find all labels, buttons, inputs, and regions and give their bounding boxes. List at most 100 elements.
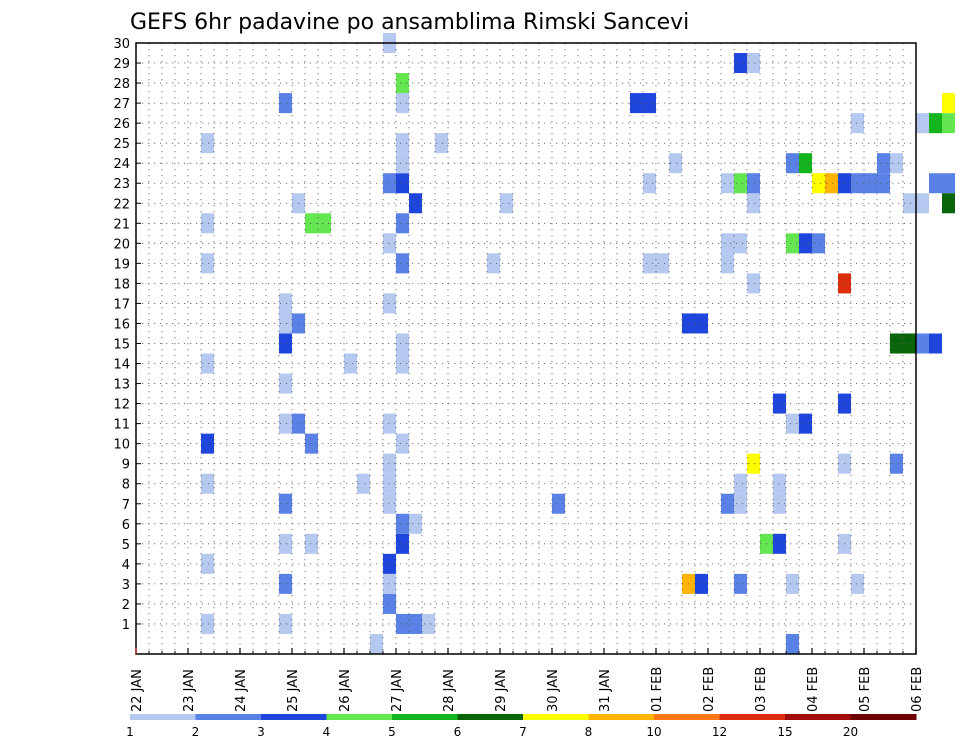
heatmap-cell-91 (786, 573, 799, 594)
heatmap-cell-5 (201, 253, 214, 274)
heatmap-cell-21 (305, 533, 318, 554)
colorbar-swatch (457, 714, 524, 720)
x-tick-label: 27 JAN (390, 669, 405, 712)
heatmap-cell-95 (799, 413, 812, 434)
heatmap-cell-98 (812, 233, 825, 254)
y-tick-label: 16 (113, 317, 130, 332)
heatmap-cell-116 (903, 193, 916, 214)
y-axis: 1234567891011121314151617181920212223242… (113, 37, 141, 633)
heatmap-cell-60 (630, 93, 643, 114)
heatmap-cell-96 (799, 233, 812, 254)
colorbar-swatch (392, 714, 458, 720)
heatmap-cell-84 (747, 53, 760, 74)
colorbar-swatch (523, 714, 589, 720)
heatmap-cell-48 (396, 153, 409, 174)
x-tick-label: 30 JAN (546, 669, 561, 712)
heatmap-cell-109 (864, 173, 877, 194)
y-tick-label: 17 (113, 297, 130, 312)
y-tick-label: 18 (113, 277, 130, 292)
heatmap-cell-45 (396, 253, 409, 274)
heatmap-cell-125 (942, 193, 955, 214)
heatmap-cell-49 (396, 133, 409, 154)
heatmap-cell-52 (409, 613, 422, 634)
heatmap-cell-126 (942, 93, 955, 114)
grid-lines (136, 42, 916, 654)
x-tick-label: 29 JAN (494, 669, 509, 712)
heatmap-cell-0 (201, 613, 214, 634)
y-tick-label: 22 (113, 197, 130, 212)
y-tick-label: 6 (122, 518, 130, 533)
colorbar: 1 2 3 4 5 6 7 8 10 12 15 20 (126, 714, 917, 739)
heatmap-cell-58 (500, 193, 513, 214)
heatmap-cell-16 (279, 293, 292, 314)
heatmap-cell-94 (786, 153, 799, 174)
colorbar-swatch (785, 714, 851, 720)
heatmap-cell-3 (201, 433, 214, 454)
colorbar-swatch (850, 714, 917, 720)
heatmap-cell-100 (825, 173, 838, 194)
heatmap-cell-99 (812, 173, 825, 194)
x-tick-label: 01 FEB (650, 667, 665, 712)
x-tick-label: 22 JAN (130, 669, 145, 712)
y-tick-label: 28 (113, 77, 130, 92)
y-tick-label: 26 (113, 117, 130, 132)
colorbar-label: 15 (777, 725, 792, 739)
heatmap-cell-8 (279, 613, 292, 634)
heatmap-cell-123 (942, 173, 955, 194)
heatmap-cell-30 (383, 553, 396, 574)
heatmap-cell-75 (734, 493, 747, 514)
y-tick-label: 8 (122, 478, 130, 493)
colorbar-swatch (195, 714, 262, 720)
colorbar-label: 6 (454, 725, 462, 739)
heatmap-cell-39 (396, 613, 409, 634)
y-tick-label: 1 (122, 618, 130, 633)
y-tick-label: 12 (113, 398, 130, 413)
heatmap-cell-15 (279, 313, 292, 334)
heatmap-cell-43 (396, 353, 409, 374)
heatmap-cell-86 (773, 533, 786, 554)
heatmap-cell-73 (721, 173, 734, 194)
heatmap-cell-121 (929, 173, 942, 194)
heatmap-cell-72 (721, 233, 734, 254)
y-tick-label: 19 (113, 257, 130, 272)
x-tick-label: 05 FEB (858, 667, 873, 712)
y-tick-label: 24 (113, 157, 130, 172)
heatmap-cell-4 (201, 353, 214, 374)
heatmap-cell-50 (396, 93, 409, 114)
heatmap-cell-25 (344, 353, 357, 374)
heatmap-cell-115 (903, 333, 916, 354)
colorbar-label: 10 (646, 725, 661, 739)
heatmap-cell-36 (383, 233, 396, 254)
heatmap-cell-87 (773, 393, 786, 414)
heatmap-cell-110 (877, 173, 890, 194)
heatmap-cell-124 (942, 113, 955, 134)
heatmap-cell-47 (396, 173, 409, 194)
heatmap-cell-46 (396, 213, 409, 234)
heatmap-cell-63 (643, 173, 656, 194)
x-tick-label: 04 FEB (806, 667, 821, 712)
colorbar-swatch (261, 714, 327, 720)
x-tick-label: 02 FEB (702, 667, 717, 712)
y-tick-label: 20 (113, 237, 130, 252)
y-tick-label: 23 (113, 177, 130, 192)
heatmap-cell-61 (643, 93, 656, 114)
y-tick-label: 15 (113, 337, 130, 352)
y-tick-label: 25 (113, 137, 130, 152)
heatmap-cell-41 (396, 513, 409, 534)
heatmap-cell-2 (201, 473, 214, 494)
heatmap-cell-27 (370, 633, 383, 654)
x-axis: 22 JAN 23 JAN 24 JAN 25 JAN 26 JAN 27 JAN 28 J… (130, 648, 925, 712)
colorbar-label: 12 (712, 725, 727, 739)
heatmap-cell-82 (747, 193, 760, 214)
heatmap-cell-64 (656, 253, 669, 274)
x-tick-label: 24 JAN (234, 669, 249, 712)
plot-frame (135, 42, 917, 655)
heatmap-cell-14 (279, 333, 292, 354)
heatmap-cell-114 (890, 333, 903, 354)
heatmap-cell-31 (383, 493, 396, 514)
heatmap-cell-6 (201, 213, 214, 234)
heatmap-cell-111 (877, 153, 890, 174)
heatmap-cell-118 (916, 193, 929, 214)
colorbar-label: 3 (257, 725, 265, 739)
colorbar-swatch (719, 714, 786, 720)
